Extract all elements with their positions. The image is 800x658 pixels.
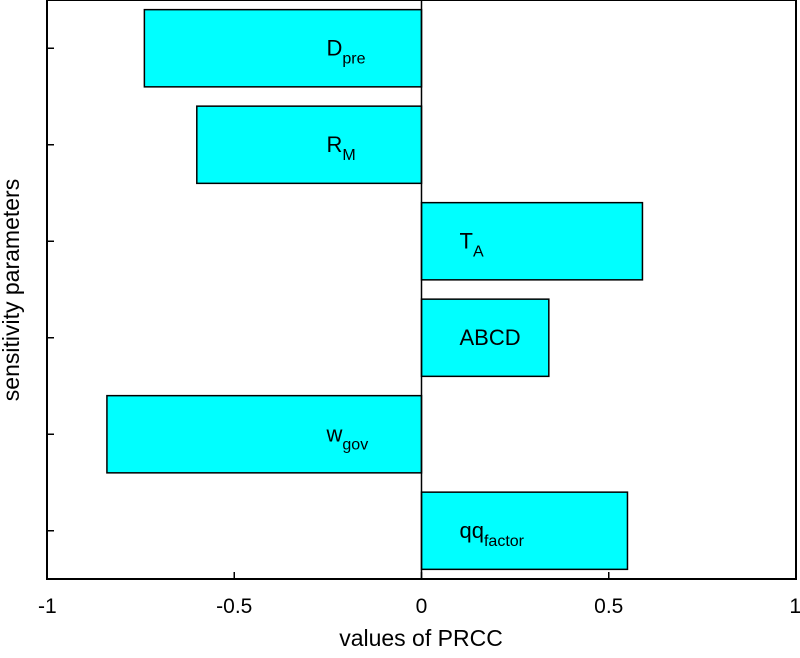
bar-label-w-gov: wgov — [326, 421, 369, 453]
y-axis-title: sensitivity parameters — [0, 179, 24, 401]
bar-label-abcd: ABCD — [460, 325, 521, 350]
bar-label-r-m: RM — [327, 132, 356, 164]
bar-d-pre — [143, 8, 423, 88]
bar-qq-factor — [420, 491, 629, 571]
x-tick-label: 0.5 — [594, 595, 623, 618]
bar-label-d-pre: Dpre — [327, 35, 366, 67]
bar-r-m — [196, 105, 423, 185]
x-tick-label: -0.5 — [216, 595, 252, 618]
bar-label-qq-factor: qqfactor — [460, 518, 525, 550]
x-ticks: -1 -0.5 0 0.5 1 — [38, 572, 800, 618]
bars-group: Dpre RM TA ABCD wgov qqfactor — [106, 8, 644, 571]
y-ticks — [47, 47, 54, 532]
x-tick-label: 0 — [416, 595, 428, 618]
x-tick-label: -1 — [38, 595, 57, 618]
bar-t-a — [420, 201, 644, 281]
bar-label-t-a: TA — [460, 228, 484, 260]
x-axis-title: values of PRCC — [339, 625, 503, 651]
bar-w-gov — [106, 394, 423, 474]
x-tick-label: 1 — [789, 595, 800, 618]
